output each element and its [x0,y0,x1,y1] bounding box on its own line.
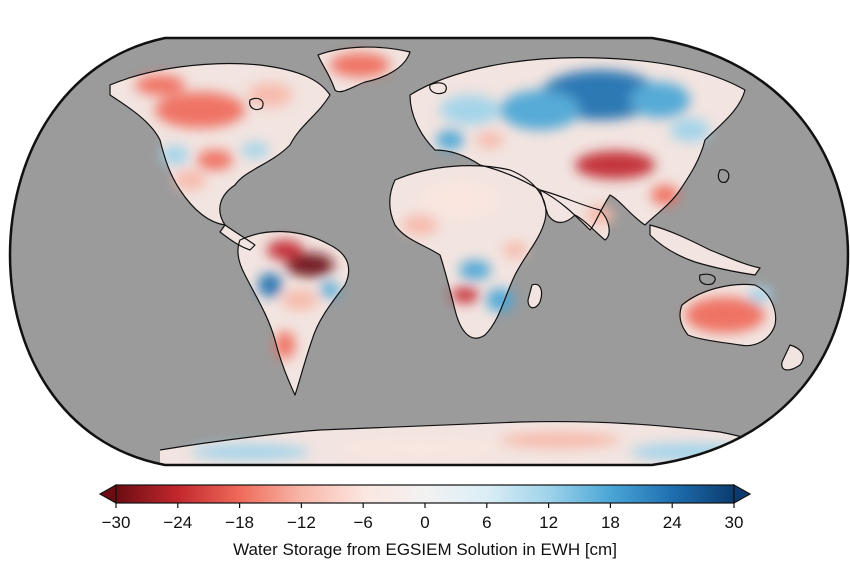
colorbar: −30 −24 −18 −12 −6 0 6 12 18 24 30 Water Storage f… [98,483,752,559]
world-map [8,36,850,467]
colorbar-tick-label: −6 [354,513,373,532]
colorbar-tick-label: −30 [102,513,131,532]
colorbar-tick-label: 24 [663,513,682,532]
colorbar-extend-right [733,483,752,505]
map-frame [8,36,850,467]
colorbar-title: Water Storage from EGSIEM Solution in EW… [233,540,617,559]
colorbar-tick-label: −12 [287,513,316,532]
se-asia [650,225,760,275]
colorbar-tick-label: 6 [482,513,491,532]
colorbar-tick-label: 0 [420,513,429,532]
colorbar-tick-label: 18 [601,513,620,532]
colorbar-tick-label: −18 [225,513,254,532]
colorbar-extend-left [98,483,117,505]
colorbar-tick-label: −24 [163,513,192,532]
coastlines [109,46,804,465]
colorbar-tick-label: 30 [725,513,744,532]
madagascar [528,284,542,308]
colorbar-tick-label: 12 [539,513,558,532]
colorbar-ticks: −30 −24 −18 −12 −6 0 6 12 18 24 30 [102,503,744,532]
colorbar-bar [115,484,735,504]
anomaly-field [135,53,772,461]
